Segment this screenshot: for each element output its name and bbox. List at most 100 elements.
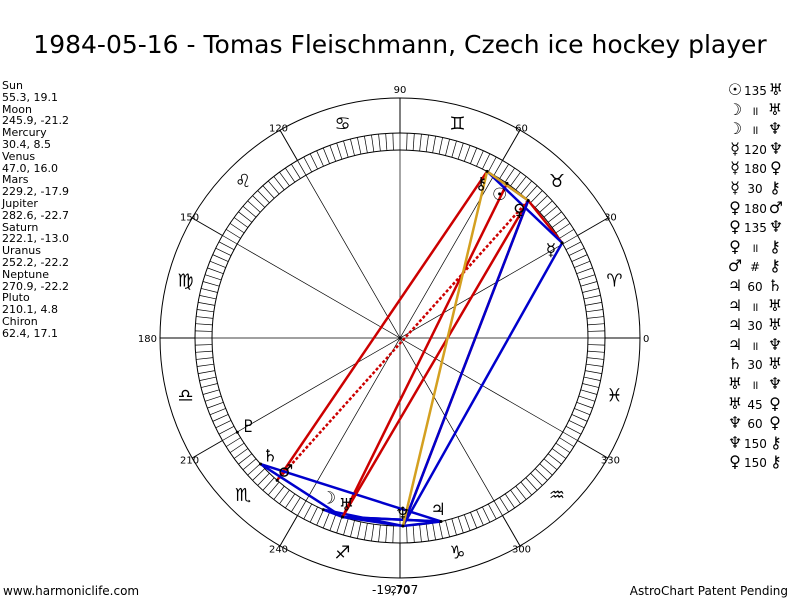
division-outer-line [502,515,521,547]
aspect-planet-glyph: ♂ [727,256,743,276]
ring-tick [336,142,343,160]
aspect-line [401,200,530,527]
ring-tick [457,142,464,160]
ring-tick [316,509,324,526]
zodiac-sign-icon: ♋ [334,114,350,135]
ring-tick [525,477,538,491]
ring-tick [279,171,290,187]
ring-tick [571,414,588,422]
aspect-planet-glyph: ♀ [729,197,741,217]
ring-tick [218,241,235,251]
ring-tick [303,503,313,520]
ring-tick [582,288,599,293]
aspect-line [259,462,344,519]
aspect-row: ☿ 180 ♀ [726,158,785,178]
ring-tick [555,442,571,453]
ring-tick [198,302,215,306]
ring-tick [215,420,232,429]
planet-saturn-icon: ♄ [263,446,278,466]
degree-labels: 0 30 60 90 120 150 180 210 240 270 300 330 [138,85,649,596]
planet-name-venus: Venus [2,149,36,163]
patent-notice: AstroChart Patent Pending [629,584,788,598]
ring-tick [229,442,245,453]
degree-label: 150 [180,213,199,224]
ring-tick [587,344,605,346]
aspect-planet-glyph: ♆ [727,413,743,433]
aspect-row: ♀ 135 ♆ [726,217,785,237]
zodiac-sign-icon: ♊ [449,114,465,135]
aspect-planet-glyph: ♅ [767,99,783,119]
aspect-planet-glyph: ☽ [727,99,743,119]
ring-tick [543,205,558,218]
aspect-planet-glyph: ♀ [729,236,741,256]
ring-tick [199,376,217,381]
ring-tick [238,211,253,223]
ring-tick [559,437,575,447]
aspect-row: ♅ 45 ♀ [726,394,785,414]
ring-tick [583,376,601,381]
ring-tick [406,133,408,151]
ring-tick [378,134,381,152]
ring-tick [539,463,553,476]
aspect-line [276,170,489,482]
degree-label: 300 [512,544,531,555]
ring-tick [515,176,527,191]
aspect-planet-glyph: ♄ [727,354,743,374]
ring-tick [585,302,602,306]
bottom-value-label: -19,707 [372,583,419,597]
aspect-row: ♃ 60 ♄ [726,276,785,296]
ring-tick [215,247,232,256]
aspect-planet-glyph: ♃ [727,295,743,315]
aspect-planet-glyph: ♅ [767,315,783,335]
aspect-row: ♂ # ⚷ [726,256,785,276]
aspect-row: ♀ 150 ⚷ [726,452,785,472]
planet-coords-venus: 47.0, 16.0 [2,161,58,175]
aspect-planet-glyph: ♆ [727,432,743,452]
ring-tick [432,136,436,153]
ring-tick [225,437,241,447]
aspect-line [341,199,530,518]
ring-tick [587,350,605,353]
ring-tick [212,254,229,262]
planet-point [401,524,405,528]
ring-tick [586,357,604,360]
ring-tick [329,145,337,162]
ring-tick [222,431,238,441]
aspect-line [401,242,564,527]
aspect-line [402,520,442,528]
ring-tick [222,235,238,245]
aspect-line [342,515,404,528]
aspect-planet-glyph: ♅ [727,373,743,393]
ring-tick [587,323,605,326]
website-credit: www.harmoniclife.com [3,584,140,598]
zodiac-sign-icon: ♒ [549,485,565,506]
ring-tick [520,481,533,496]
ring-tick [279,489,290,505]
ring-tick [551,448,567,459]
aspect-row: ♃ ॥ ♆ [726,335,785,355]
ring-tick [571,254,588,262]
ring-tick [201,383,218,388]
ring-tick [285,493,296,509]
aspect-planet-glyph: ♆ [767,373,783,393]
ring-tick [543,458,558,471]
ring-tick [576,267,593,275]
ring-tick [432,523,436,540]
ring-tick [585,370,602,374]
planet-point [485,169,489,173]
planet-point [560,241,564,245]
aspect-type: # [749,260,761,275]
ring-tick [510,171,521,187]
ring-tick [438,137,443,155]
ring-tick [262,185,275,199]
ring-tick [568,247,585,256]
division-outer-line [502,129,521,161]
planet-coords-chiron: 62.4, 17.1 [2,326,58,340]
ring-tick [322,147,330,164]
aspect-planet-glyph: ⚷ [769,236,781,256]
ring-tick [493,160,503,176]
ring-tick [207,267,224,275]
ring-tick [195,344,213,346]
aspect-row: ♆ 150 ⚷ [726,433,785,453]
degree-label: 60 [515,124,528,135]
